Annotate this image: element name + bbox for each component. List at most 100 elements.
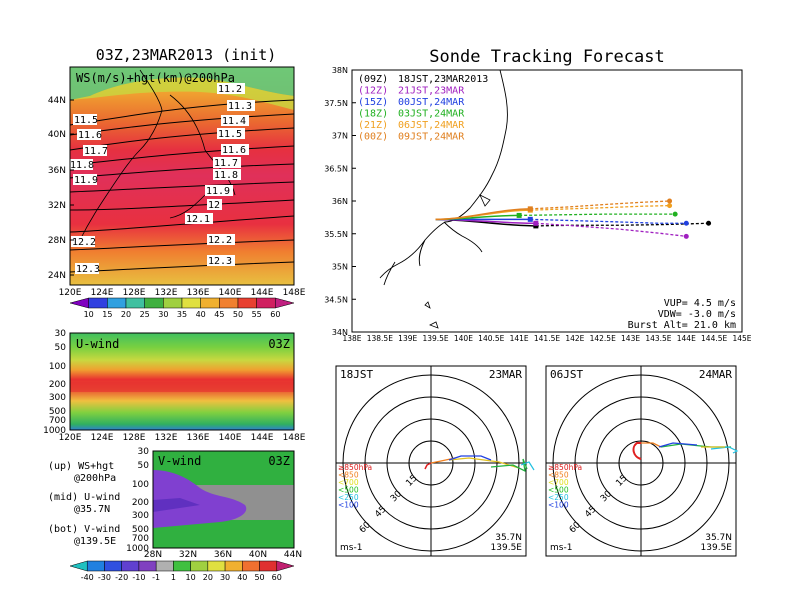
- lon-tick-label: 142E: [565, 334, 584, 343]
- colorbar-label: 60: [272, 573, 282, 582]
- contour-label-box: [69, 159, 93, 170]
- landing-marker: [667, 198, 673, 204]
- contour-label: 11.4: [222, 116, 246, 127]
- colorbar-cell: [125, 297, 145, 309]
- param-vdw: VDW= -3.0 m/s: [658, 309, 736, 320]
- vwind-purple-region: [153, 470, 247, 528]
- colorbar-label: 50: [233, 310, 243, 319]
- contour-label-box: [213, 169, 241, 180]
- colorbar-cell: [207, 560, 226, 572]
- contour-label-box: [227, 100, 255, 111]
- contour-label: 11.6: [222, 145, 246, 156]
- lon-tick-label: 143E: [621, 334, 640, 343]
- colorbar-label: -30: [98, 573, 111, 582]
- ws-map-panel: 03Z,23MAR2013 (init) 11.511.611.711.811.…: [48, 46, 306, 319]
- hodo-units: ms-1: [550, 543, 572, 553]
- landing-marker: [683, 220, 689, 226]
- uv-colorbar: -40 -30 -20 -10 -1 1 10 20 30 40 50 60: [69, 560, 295, 582]
- hodo-units: ms-1: [340, 543, 362, 553]
- launch-utc: (21Z): [358, 120, 388, 131]
- pressure-tick-label: 300: [132, 511, 149, 521]
- lon-tick-label: 124E: [91, 433, 114, 443]
- launch-jst: 00JST,24MAR: [398, 97, 465, 108]
- colorbar-label: 50: [254, 573, 264, 582]
- colorbar-cell: [237, 297, 257, 309]
- hodo-lat: 35.7N: [705, 533, 732, 543]
- level-legend: ≥850hPa: [338, 463, 372, 472]
- level-legend: <850: [548, 471, 569, 480]
- colorbar-cell: [276, 560, 295, 572]
- pressure-tick-label: 50: [55, 343, 67, 353]
- level-legend: <250: [338, 493, 359, 502]
- hodo-ring: [364, 396, 498, 530]
- hodo-trace: [710, 446, 739, 454]
- colorbar-cell: [69, 560, 88, 572]
- lon-tick-label: 136E: [187, 433, 210, 443]
- hodo-time: 06JST: [550, 368, 583, 381]
- hodo-lon: 139.5E: [701, 543, 733, 553]
- level-legend: <700: [548, 478, 569, 487]
- ws-map-label: WS(m/s)+hgt(km)@200hPa: [76, 71, 235, 85]
- lon-tick-label: 138E: [342, 334, 361, 343]
- colorbar-cell: [144, 297, 164, 309]
- lon-tick-label: 120E: [59, 288, 82, 298]
- burst-marker: [527, 206, 533, 212]
- param-burst: Burst Alt= 21.0 km: [628, 320, 736, 331]
- vwind-label: V-wind: [158, 454, 201, 468]
- landing-marker: [706, 220, 712, 226]
- hodo-ring: [386, 418, 476, 508]
- lat-tick-label: 36N: [214, 550, 232, 560]
- hodo-ring: [552, 374, 730, 552]
- pressure-tick-label: 1000: [43, 426, 66, 436]
- colorbar-cell: [259, 560, 278, 572]
- uwind-fill: [70, 333, 294, 430]
- launch-jst: 18JST,23MAR2013: [398, 74, 488, 85]
- colorbar-label: 25: [140, 310, 150, 319]
- ascent-line: [435, 208, 531, 221]
- ring-label: 45: [583, 505, 598, 520]
- colorbar-cell: [224, 560, 243, 572]
- colorbar-label: 15: [102, 310, 112, 319]
- lat-tick-label: 36N: [332, 197, 348, 206]
- lat-tick-label: 35.5N: [324, 230, 348, 239]
- hodo-lon: 139.5E: [491, 543, 523, 553]
- lat-tick-label: 32N: [179, 550, 197, 560]
- colorbar-cell: [190, 560, 209, 572]
- lat-tick-label: 28N: [144, 550, 162, 560]
- pressure-tick-label: 500: [49, 407, 66, 417]
- colorbar-label: 10: [84, 310, 94, 319]
- panel-legend: (up) WS+hgt @200hPa (mid) U-wind @35.7N …: [48, 461, 120, 547]
- hodo-date: 24MAR: [699, 368, 732, 381]
- ring-label: 30: [389, 489, 404, 504]
- lon-tick-label: 132E: [155, 288, 178, 298]
- launch-utc: (09Z): [358, 74, 388, 85]
- lon-tick-label: 120E: [59, 433, 82, 443]
- vwind-lat-ticks: 28N 32N 36N 40N 44N: [144, 550, 302, 560]
- ws-lon-ticks: 120E 124E 128E 132E 136E 140E 144E 148E: [59, 288, 306, 298]
- contour-label-box: [207, 255, 235, 266]
- pressure-tick-label: 200: [49, 380, 66, 390]
- contour-label: 11.9: [74, 175, 98, 186]
- lat-tick-label: 44N: [284, 550, 302, 560]
- hodo-date: 23MAR: [489, 368, 522, 381]
- lat-tick-label: 37.5N: [324, 99, 348, 108]
- contour-label-box: [77, 129, 101, 140]
- vwind-frame: [152, 450, 295, 549]
- lon-tick-label: 124E: [91, 288, 114, 298]
- colorbar-label: 30: [220, 573, 230, 582]
- pressure-tick-label: 700: [132, 534, 149, 544]
- hodo-ring: [618, 440, 664, 486]
- ring-label: 45: [373, 505, 388, 520]
- lat-tick-label: 34N: [332, 328, 348, 337]
- landing-marker: [667, 203, 673, 209]
- colorbar-label: 55: [252, 310, 262, 319]
- vwind-time: 03Z: [268, 454, 290, 468]
- lon-tick-label: 128E: [123, 288, 146, 298]
- colorbar-cell: [200, 297, 220, 309]
- hodo-ring: [342, 374, 520, 552]
- contour-label-box: [75, 263, 99, 274]
- hodo-time: 18JST: [340, 368, 373, 381]
